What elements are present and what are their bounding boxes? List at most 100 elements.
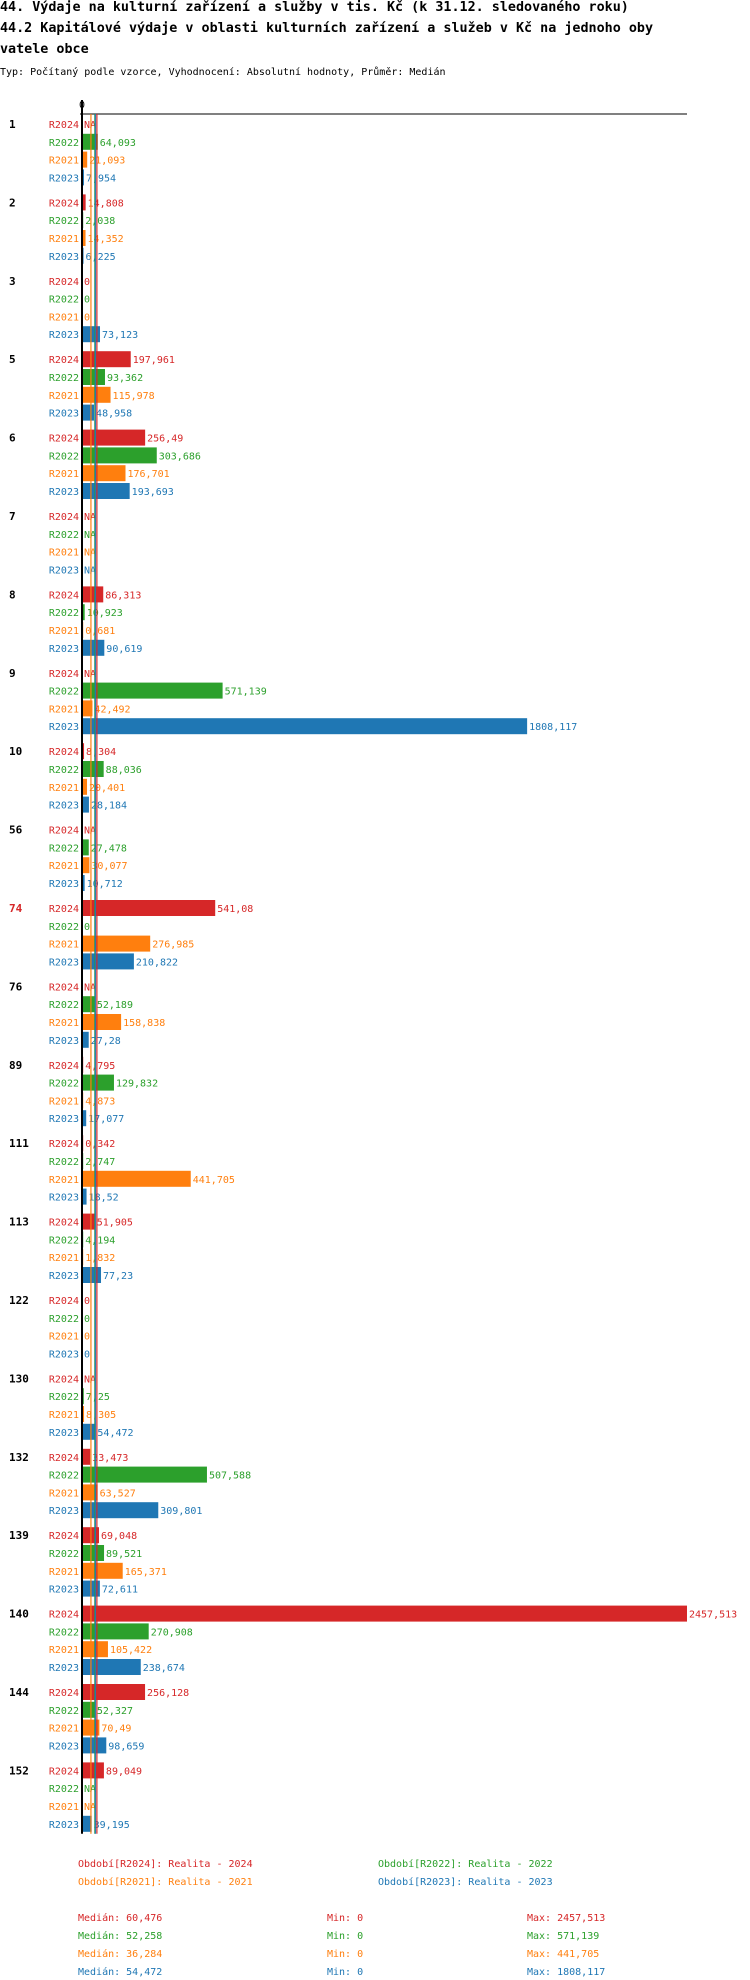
bar-76-R2023 bbox=[82, 1031, 89, 1048]
series-label-10-R2021: R2021 bbox=[49, 783, 79, 794]
series-label-6-R2024: R2024 bbox=[49, 434, 79, 445]
bar-74-R2021 bbox=[82, 935, 151, 952]
data-label-9-R2022: 571,139 bbox=[225, 687, 267, 698]
data-label-8-R2023: 90,619 bbox=[106, 644, 142, 655]
data-label-9-R2024: NA bbox=[84, 669, 96, 680]
data-label-76-R2023: 27,28 bbox=[91, 1036, 121, 1047]
data-label-10-R2022: 88,036 bbox=[106, 765, 142, 776]
series-label-113-R2024: R2024 bbox=[49, 1218, 79, 1229]
data-label-9-R2021: 42,492 bbox=[94, 704, 130, 715]
series-label-6-R2022: R2022 bbox=[49, 451, 79, 462]
data-label-122-R2023: 0 bbox=[84, 1349, 90, 1360]
bar-9-R2021 bbox=[82, 700, 93, 717]
data-label-74-R2021: 276,985 bbox=[152, 940, 194, 951]
bar-8-R2023 bbox=[82, 639, 105, 656]
series-label-2-R2022: R2022 bbox=[49, 216, 79, 227]
bar-56-R2023 bbox=[82, 875, 85, 891]
series-label-152-R2024: R2024 bbox=[49, 1766, 79, 1777]
data-label-140-R2023: 238,674 bbox=[143, 1663, 185, 1674]
data-label-139-R2023: 72,611 bbox=[102, 1585, 138, 1596]
bar-10-R2021 bbox=[82, 778, 88, 795]
data-label-113-R2021: 1,832 bbox=[85, 1253, 115, 1264]
series-label-89-R2021: R2021 bbox=[49, 1096, 79, 1107]
series-label-8-R2024: R2024 bbox=[49, 590, 79, 601]
series-label-2-R2024: R2024 bbox=[49, 198, 79, 209]
bar-2-R2024 bbox=[82, 194, 86, 211]
data-label-5-R2024: 197,961 bbox=[133, 355, 175, 366]
series-label-89-R2023: R2023 bbox=[49, 1114, 79, 1125]
series-label-113-R2021: R2021 bbox=[49, 1253, 79, 1264]
series-label-7-R2023: R2023 bbox=[49, 565, 79, 576]
series-label-122-R2021: R2021 bbox=[49, 1332, 79, 1343]
group-label-7: 7 bbox=[9, 510, 16, 523]
data-label-3-R2023: 73,123 bbox=[102, 330, 138, 341]
series-label-140-R2021: R2021 bbox=[49, 1645, 79, 1656]
bar-152-R2024 bbox=[82, 1762, 104, 1779]
stat-max-R2024: Max: 2457,513 bbox=[527, 1913, 605, 1924]
bar-132-R2024 bbox=[82, 1448, 91, 1465]
data-label-5-R2023: 48,958 bbox=[96, 409, 132, 420]
series-label-3-R2023: R2023 bbox=[49, 330, 79, 341]
series-label-9-R2022: R2022 bbox=[49, 687, 79, 698]
data-label-74-R2023: 210,822 bbox=[136, 957, 178, 968]
series-label-10-R2022: R2022 bbox=[49, 765, 79, 776]
group-label-139: 139 bbox=[9, 1529, 29, 1542]
data-label-2-R2021: 14,352 bbox=[88, 234, 124, 245]
series-label-7-R2022: R2022 bbox=[49, 530, 79, 541]
bar-152-R2023 bbox=[82, 1815, 92, 1832]
legend-entry-R2023: Období[R2023]: Realita - 2023 bbox=[378, 1876, 553, 1888]
group-label-144: 144 bbox=[9, 1686, 29, 1699]
series-label-144-R2022: R2022 bbox=[49, 1706, 79, 1717]
bar-113-R2024 bbox=[82, 1213, 95, 1230]
data-label-132-R2022: 507,588 bbox=[209, 1471, 251, 1482]
data-label-130-R2022: 7,25 bbox=[86, 1392, 110, 1403]
series-label-8-R2023: R2023 bbox=[49, 644, 79, 655]
data-label-7-R2021: NA bbox=[84, 548, 96, 559]
chart-title-line2: 44.2 Kapitálové výdaje v oblasti kulturn… bbox=[0, 21, 654, 36]
data-label-140-R2024: 2457,513 bbox=[689, 1610, 737, 1621]
chart-title-line3: vatele obce bbox=[0, 42, 89, 57]
data-label-2-R2024: 14,808 bbox=[88, 198, 124, 209]
data-label-10-R2024: 8,304 bbox=[86, 747, 116, 758]
legend-entry-R2024: Období[R2024]: Realita - 2024 bbox=[78, 1858, 253, 1870]
series-label-111-R2023: R2023 bbox=[49, 1193, 79, 1204]
data-label-111-R2021: 441,705 bbox=[193, 1175, 235, 1186]
series-label-89-R2022: R2022 bbox=[49, 1079, 79, 1090]
stat-min-R2021: Min: 0 bbox=[327, 1949, 363, 1960]
data-label-139-R2021: 165,371 bbox=[125, 1567, 167, 1578]
bar-74-R2024 bbox=[82, 900, 216, 916]
data-label-8-R2022: 10,923 bbox=[87, 608, 123, 619]
group-label-111: 111 bbox=[9, 1137, 29, 1150]
bar-2-R2021 bbox=[82, 230, 86, 246]
data-label-3-R2024: 0 bbox=[84, 277, 90, 288]
series-label-144-R2023: R2023 bbox=[49, 1741, 79, 1752]
series-label-56-R2021: R2021 bbox=[49, 861, 79, 872]
data-label-122-R2024: 0 bbox=[84, 1296, 90, 1307]
series-label-144-R2024: R2024 bbox=[49, 1688, 79, 1699]
bar-89-R2022 bbox=[82, 1074, 114, 1091]
bar-6-R2023 bbox=[82, 483, 130, 499]
data-label-152-R2021: NA bbox=[84, 1802, 96, 1813]
series-label-1-R2024: R2024 bbox=[49, 120, 79, 131]
series-label-132-R2024: R2024 bbox=[49, 1453, 79, 1464]
series-label-139-R2021: R2021 bbox=[49, 1567, 79, 1578]
data-label-8-R2021: 0,681 bbox=[85, 626, 115, 637]
series-label-139-R2023: R2023 bbox=[49, 1585, 79, 1596]
series-label-1-R2021: R2021 bbox=[49, 156, 79, 167]
data-label-74-R2022: 0 bbox=[84, 922, 90, 933]
bar-89-R2023 bbox=[82, 1110, 87, 1127]
data-label-89-R2024: 4,795 bbox=[85, 1061, 115, 1072]
group-label-56: 56 bbox=[9, 824, 23, 837]
bar-56-R2022 bbox=[82, 839, 89, 856]
series-label-2-R2023: R2023 bbox=[49, 252, 79, 263]
bar-56-R2021 bbox=[82, 857, 90, 874]
series-label-3-R2022: R2022 bbox=[49, 295, 79, 306]
data-label-140-R2021: 105,422 bbox=[110, 1645, 152, 1656]
data-label-89-R2021: 4,873 bbox=[85, 1096, 115, 1107]
bar-5-R2023 bbox=[82, 404, 95, 421]
group-label-1: 1 bbox=[9, 118, 16, 131]
group-label-122: 122 bbox=[9, 1294, 29, 1307]
series-label-5-R2022: R2022 bbox=[49, 373, 79, 384]
series-label-76-R2023: R2023 bbox=[49, 1036, 79, 1047]
group-label-152: 152 bbox=[9, 1764, 29, 1777]
